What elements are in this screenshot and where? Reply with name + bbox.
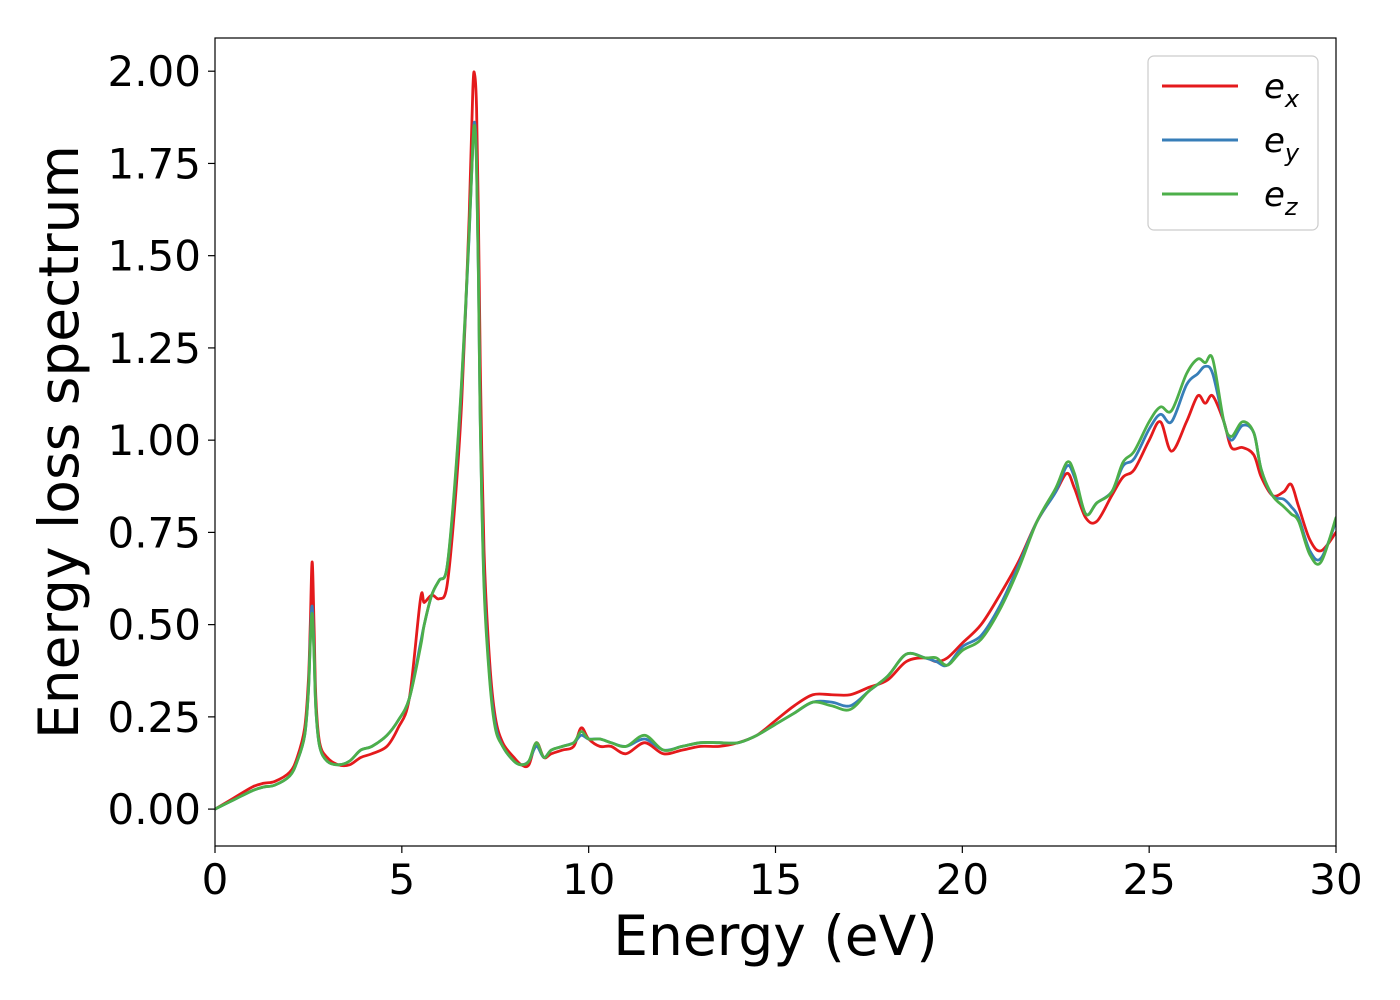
- x-axis-label: Energy (eV): [613, 904, 937, 968]
- legend-label-sub: x: [1284, 85, 1300, 113]
- legend-label-x: ex: [1264, 67, 1300, 113]
- x-axis: 0 5 10 15 20 25 30: [202, 846, 1363, 904]
- legend-label-y: ey: [1264, 121, 1300, 167]
- x-tick-label: 30: [1309, 855, 1362, 904]
- series-lines: [215, 70, 1336, 811]
- legend-box: [1147, 55, 1319, 231]
- legend-label-base: e: [1264, 175, 1285, 215]
- y-tick-label: 0.25: [107, 693, 201, 742]
- legend-label-base: e: [1264, 121, 1285, 161]
- y-tick-label: 0.50: [107, 601, 201, 650]
- legend-label-sub: y: [1284, 139, 1300, 167]
- series-line-z: [215, 123, 1336, 811]
- x-tick-label: 5: [388, 855, 415, 904]
- legend-label-z: ez: [1264, 175, 1299, 221]
- legend-label-sub: z: [1284, 193, 1299, 221]
- y-tick-label: 1.25: [107, 324, 201, 373]
- y-tick-label: 1.50: [107, 232, 201, 281]
- y-axis-label: Energy loss spectrum: [27, 145, 91, 739]
- x-tick-label: 0: [202, 855, 229, 904]
- y-tick-label: 0.00: [107, 785, 201, 834]
- legend-label-base: e: [1264, 67, 1285, 107]
- y-tick-label: 2.00: [107, 47, 201, 96]
- x-tick-label: 20: [936, 855, 989, 904]
- series-line-x: [215, 70, 1336, 811]
- y-tick-label: 1.00: [107, 416, 201, 465]
- y-tick-label: 0.75: [107, 508, 201, 557]
- x-tick-label: 10: [562, 855, 615, 904]
- x-tick-label: 15: [749, 855, 802, 904]
- y-tick-label: 1.75: [107, 139, 201, 188]
- x-tick-label: 25: [1122, 855, 1175, 904]
- y-axis: 0.00 0.25 0.50 0.75 1.00 1.25 1.50 1.75 2.00: [107, 47, 215, 834]
